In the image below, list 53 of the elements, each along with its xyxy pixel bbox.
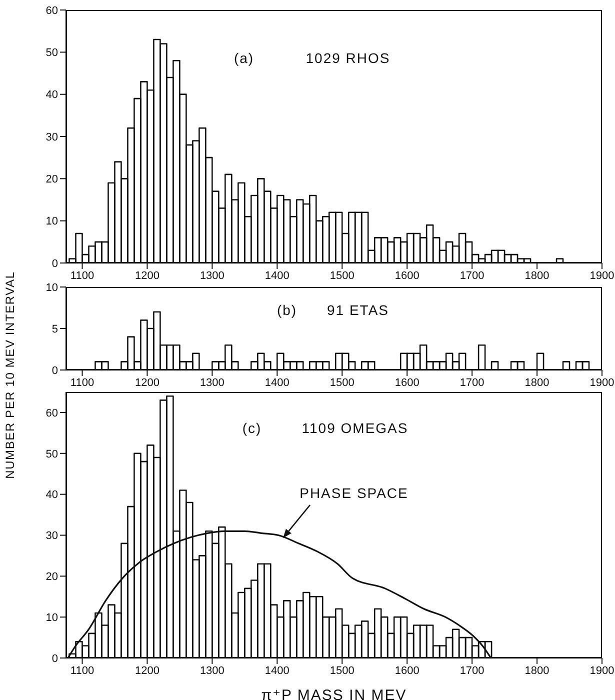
x-tick-label: 1400 (264, 376, 290, 389)
x-tick-label: 1800 (524, 376, 550, 389)
y-tick-label: 50 (46, 47, 58, 60)
x-tick-label: 1800 (524, 664, 550, 677)
annotation: 1109 OMEGAS (302, 420, 408, 436)
x-tick-label: 1800 (524, 270, 550, 282)
y-tick-label: 30 (46, 131, 58, 144)
annotation: (c) (242, 420, 262, 436)
x-tick-label: 1200 (134, 376, 160, 389)
y-tick-label: 0 (52, 258, 58, 270)
x-tick-label: 1300 (200, 270, 224, 282)
x-tick-label: 1700 (460, 376, 484, 389)
y-tick-label: 40 (46, 489, 58, 502)
y-tick-label: 10 (46, 612, 58, 624)
x-tick-label: 1500 (330, 664, 354, 677)
x-tick-label: 1900 (590, 270, 614, 282)
x-tick-label: 1100 (70, 270, 94, 282)
x-tick-label: 1100 (70, 664, 94, 677)
x-tick-label: 1300 (200, 376, 224, 389)
y-tick-label: 20 (46, 174, 58, 186)
x-tick-label: 1700 (460, 270, 484, 282)
y-tick-label: 30 (46, 530, 58, 542)
x-tick-label: 1400 (264, 270, 290, 282)
y-tick-label: 60 (46, 407, 58, 420)
x-tick-label: 1900 (590, 664, 614, 677)
annotation: 1029 RHOS (306, 50, 390, 66)
y-tick-label: 5 (52, 323, 58, 336)
y-tick-label: 0 (52, 652, 58, 665)
x-tick-label: 1400 (264, 664, 290, 677)
y-tick-label: 0 (52, 364, 58, 377)
y-tick-label: 50 (46, 448, 58, 460)
x-tick-label: 1900 (590, 376, 614, 389)
y-tick-label: 60 (46, 4, 58, 17)
y-tick-label: 40 (46, 89, 58, 102)
annotation: 91 ETAS (327, 302, 389, 318)
annotation: (a) (234, 50, 254, 66)
x-tick-label: 1300 (200, 664, 224, 677)
x-tick-label: 1500 (330, 270, 354, 282)
x-tick-label: 1100 (70, 376, 94, 389)
y-tick-label: 10 (46, 216, 58, 228)
y-tick-label: 10 (46, 282, 58, 294)
x-axis-title: π⁺P MASS IN MEV (261, 687, 407, 700)
annotation: (b) (276, 302, 298, 318)
y-tick-label: 20 (46, 571, 58, 584)
x-tick-label: 1600 (394, 270, 420, 282)
annotation: PHASE SPACE (300, 485, 408, 501)
x-tick-label: 1200 (134, 270, 160, 282)
x-tick-label: 1500 (330, 376, 354, 389)
x-tick-label: 1600 (394, 664, 420, 677)
x-tick-label: 1700 (460, 664, 484, 677)
x-tick-label: 1600 (394, 376, 420, 389)
x-tick-label: 1200 (134, 664, 160, 677)
y-axis-title: NUMBER PER 10 MEV INTERVAL (3, 271, 17, 479)
